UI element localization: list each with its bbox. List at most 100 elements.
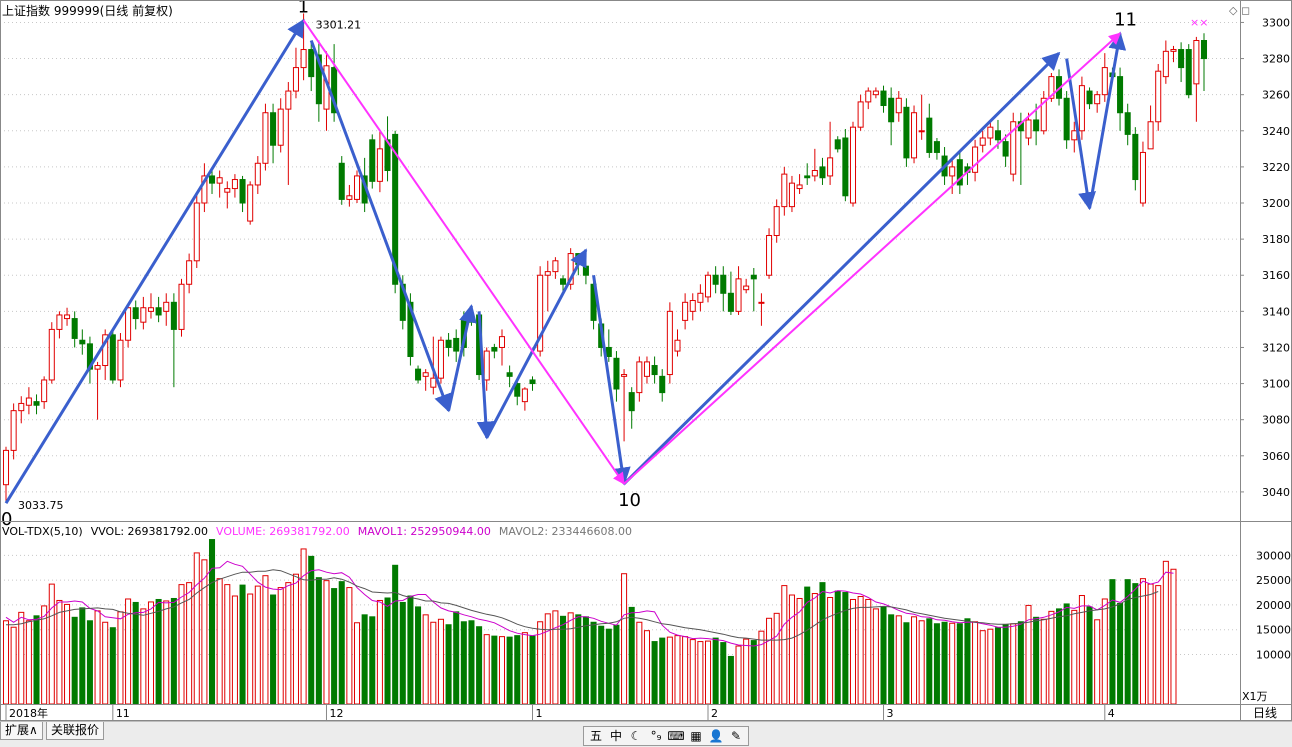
- volume-bar: [689, 639, 696, 705]
- price-tick-label: 3220: [1262, 161, 1290, 174]
- volume-bar: [1033, 616, 1040, 705]
- vol-indicator-name: VOL-TDX(5,10): [2, 525, 83, 538]
- volume-tick-label: 15000: [1256, 624, 1291, 637]
- volume-bar: [437, 618, 444, 705]
- volume-bar: [338, 581, 345, 705]
- volume-bar: [1170, 568, 1177, 705]
- volume-bar: [224, 584, 231, 705]
- degree-icon[interactable]: °₉: [650, 729, 662, 743]
- volume-bar: [697, 641, 704, 705]
- volume-bar: [903, 622, 910, 705]
- diamond-icon[interactable]: ◇: [1229, 4, 1238, 17]
- volume-bar: [529, 635, 536, 705]
- candle-body: [247, 184, 254, 222]
- candle-body: [132, 307, 139, 320]
- candle-body: [216, 177, 223, 184]
- volume-bar: [79, 607, 86, 705]
- volume-bar: [926, 618, 933, 705]
- chart-grid: [0, 21, 1240, 655]
- candle-body: [613, 357, 620, 390]
- volume-bar: [567, 612, 574, 705]
- candle-body: [827, 157, 834, 177]
- candle-body: [239, 179, 246, 204]
- volume-bar: [712, 637, 719, 705]
- volume-bar: [865, 598, 872, 705]
- candle-body: [903, 106, 910, 159]
- candle-body: [529, 379, 536, 385]
- wrench-icon[interactable]: ✎: [730, 729, 742, 743]
- candle-body: [682, 301, 689, 321]
- candle-body: [1147, 121, 1154, 150]
- volume-bar: [842, 592, 849, 705]
- candle-body: [1200, 40, 1208, 60]
- zhong-tool-icon[interactable]: 中: [609, 729, 622, 743]
- candle-body: [949, 166, 956, 177]
- user-icon[interactable]: 👤: [708, 729, 724, 743]
- wu-tool-icon[interactable]: 五: [589, 729, 602, 743]
- volume-bar: [1101, 598, 1108, 705]
- volume-bar: [1086, 606, 1093, 705]
- candle-body: [849, 126, 857, 204]
- volume-bar: [18, 611, 25, 705]
- related-quotes-tab[interactable]: 关联报价: [46, 722, 105, 740]
- restore-icon[interactable]: ◻: [1241, 4, 1251, 17]
- volume-bar: [727, 655, 734, 705]
- volume-bar: [605, 628, 612, 705]
- volume-bar: [613, 624, 620, 705]
- volume-bar: [1017, 621, 1024, 705]
- volume-bar: [796, 597, 803, 705]
- candle-body: [1132, 133, 1139, 181]
- candle-body: [254, 162, 261, 186]
- grid-icon[interactable]: ▦: [690, 729, 702, 743]
- volume-bar: [323, 580, 330, 705]
- volume-bar: [155, 598, 162, 705]
- volume-bar: [1132, 583, 1139, 705]
- moon-icon[interactable]: ☾: [630, 729, 642, 743]
- date-tick-label: 11: [116, 707, 130, 720]
- expand-tab[interactable]: 扩展∧: [0, 722, 43, 740]
- candle-body: [384, 139, 391, 172]
- keyboard-icon[interactable]: ⌨: [667, 729, 685, 743]
- candle-body: [1071, 130, 1078, 141]
- volume-bar: [575, 614, 582, 705]
- volume-bar: [643, 630, 650, 705]
- blue-wave-arrow: [309, 39, 452, 413]
- candle-body: [1010, 121, 1017, 175]
- period-label: 日线: [1253, 706, 1277, 720]
- volume-bar: [1162, 560, 1169, 705]
- candle-body: [407, 301, 414, 357]
- volume-bar: [231, 595, 238, 705]
- candle-body: [209, 175, 216, 184]
- volume-unit-label: X1万: [1242, 690, 1268, 703]
- blue-wave-arrow: [485, 248, 588, 439]
- volume-bar: [552, 610, 559, 705]
- volume-bar: [987, 628, 994, 705]
- candle-body: [2, 449, 10, 486]
- price-tick-label: 3240: [1262, 125, 1290, 138]
- wave-label: 0: [1, 509, 12, 530]
- volume-bar: [628, 606, 635, 705]
- status-bar: 扩展∧ 关联报价 五 中 ☾ °₉ ⌨ ▦ 👤 ✎: [0, 721, 1292, 747]
- volume-bar: [895, 615, 902, 705]
- candle-body: [270, 112, 277, 146]
- volume-bar: [460, 621, 467, 705]
- close-marks-icon[interactable]: ××: [1190, 16, 1209, 29]
- volume-bar: [468, 620, 475, 705]
- candle-body: [911, 112, 918, 159]
- candle-body: [201, 175, 208, 204]
- volume-bar: [972, 621, 979, 705]
- price-tick-label: 3280: [1262, 53, 1290, 66]
- blue-wave-arrow: [476, 311, 495, 440]
- volume-bar: [132, 601, 139, 705]
- candle-body: [750, 274, 757, 280]
- volume-bar: [834, 590, 841, 705]
- volume-bar: [766, 617, 773, 705]
- date-tick-label: 12: [329, 707, 343, 720]
- volume-bar: [773, 612, 780, 705]
- candle-body: [651, 365, 658, 376]
- candle-body: [277, 108, 284, 146]
- volume-bar: [201, 559, 208, 705]
- price-tick-label: 3060: [1262, 450, 1290, 463]
- volume-bar: [48, 583, 55, 705]
